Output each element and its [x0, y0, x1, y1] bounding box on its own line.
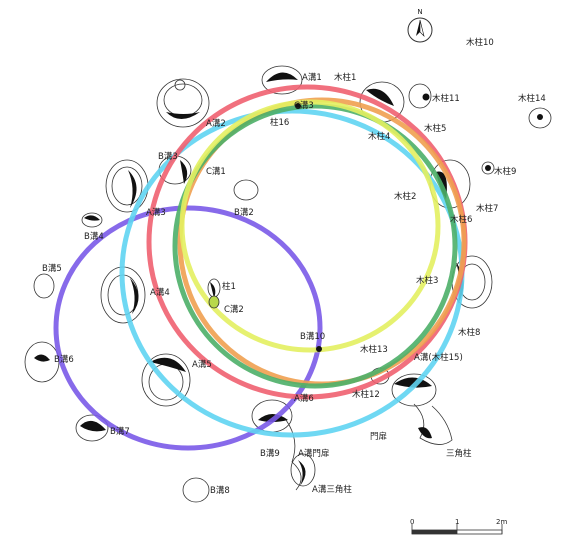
scale-tick-1: 1: [455, 518, 459, 526]
scale-tick-2: 2m: [496, 518, 507, 526]
label-b5: B溝5: [42, 263, 62, 274]
label-b8: B溝8: [210, 485, 230, 496]
label-mokuchu13: 木柱13: [360, 344, 388, 355]
scale-bar: 0 1 2m: [410, 518, 507, 535]
pit-b8: [182, 477, 210, 503]
label-mokuchu16: 柱16: [270, 117, 289, 128]
pit-mokuchu15: [370, 367, 453, 445]
label-mokuchu5: 木柱5: [424, 123, 446, 134]
label-b6: B溝6: [54, 354, 74, 365]
label-a4: A溝4: [150, 287, 170, 298]
label-b10: B溝10: [300, 331, 325, 342]
north-letter: N: [417, 8, 422, 16]
pit-a2: [156, 78, 210, 128]
label-a6: A溝6: [294, 393, 314, 404]
label-a-mon: A溝門扉: [298, 448, 329, 459]
pit-b5: [33, 273, 55, 299]
label-mokuchu2: 木柱2: [394, 191, 416, 202]
label-mokuchu9: 木柱9: [494, 166, 516, 177]
label-mokuchu10: 木柱10: [466, 37, 494, 48]
circle-purple: [53, 205, 323, 451]
label-b9: B溝9: [260, 448, 280, 459]
circle-yellow: [179, 99, 441, 353]
label-a1: A溝1: [302, 72, 322, 83]
label-chu-i: 柱1: [222, 281, 236, 292]
pit-b4: [81, 212, 103, 228]
label-mokuchu4: 木柱4: [368, 131, 390, 142]
label-mokuchu3: 木柱3: [416, 275, 438, 286]
pit-a5: [141, 353, 191, 407]
label-a3: A溝3: [146, 207, 166, 218]
label-a-sankaku: A溝三角柱: [312, 484, 352, 495]
pit-a1: [261, 65, 303, 95]
pit-a3: [105, 159, 149, 213]
center-posts: [207, 103, 322, 352]
label-mokuchu1: 木柱1: [334, 72, 356, 83]
label-mokuchu15: A溝(木柱15): [414, 352, 463, 363]
label-sankaku: 三角柱: [446, 448, 472, 459]
north-arrow: N: [407, 8, 433, 43]
label-mokuchu7: 木柱7: [476, 203, 498, 214]
pit-mokuchu9: [481, 161, 495, 175]
label-b2: B溝2: [234, 207, 254, 218]
label-b7: B溝7: [110, 426, 130, 437]
label-c2: C溝2: [224, 304, 244, 315]
label-c1: C溝1: [206, 166, 226, 177]
label-c3: C溝3: [294, 100, 314, 111]
overlay-circles: [53, 84, 468, 451]
label-mokuchu11: 木柱11: [432, 93, 460, 104]
label-mokuchu8: 木柱8: [458, 327, 480, 338]
pit-outlines: [24, 65, 552, 503]
label-a5: A溝5: [192, 359, 212, 370]
label-b4: B溝4: [84, 231, 104, 242]
label-mon: 門扉: [370, 431, 387, 442]
feature-labels: 木柱10 A溝1 木柱1 木柱11 木柱14 C溝3 A溝2 柱16 木柱5 木…: [42, 37, 546, 496]
label-b3: B溝3: [158, 151, 178, 162]
circle-green: [172, 103, 458, 389]
pit-b7: [75, 414, 109, 442]
label-mokuchu14: 木柱14: [518, 93, 546, 104]
label-mokuchu6: 木柱6: [450, 214, 472, 225]
label-mokuchu12: 木柱12: [352, 389, 380, 400]
label-a2: A溝2: [206, 118, 226, 129]
pit-mokuchu14: [528, 107, 552, 129]
scale-tick-0: 0: [410, 518, 414, 526]
